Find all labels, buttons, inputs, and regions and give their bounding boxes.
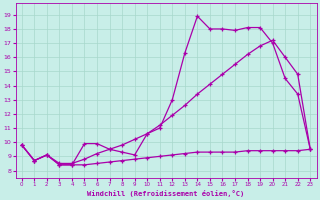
X-axis label: Windchill (Refroidissement éolien,°C): Windchill (Refroidissement éolien,°C) bbox=[87, 190, 245, 197]
